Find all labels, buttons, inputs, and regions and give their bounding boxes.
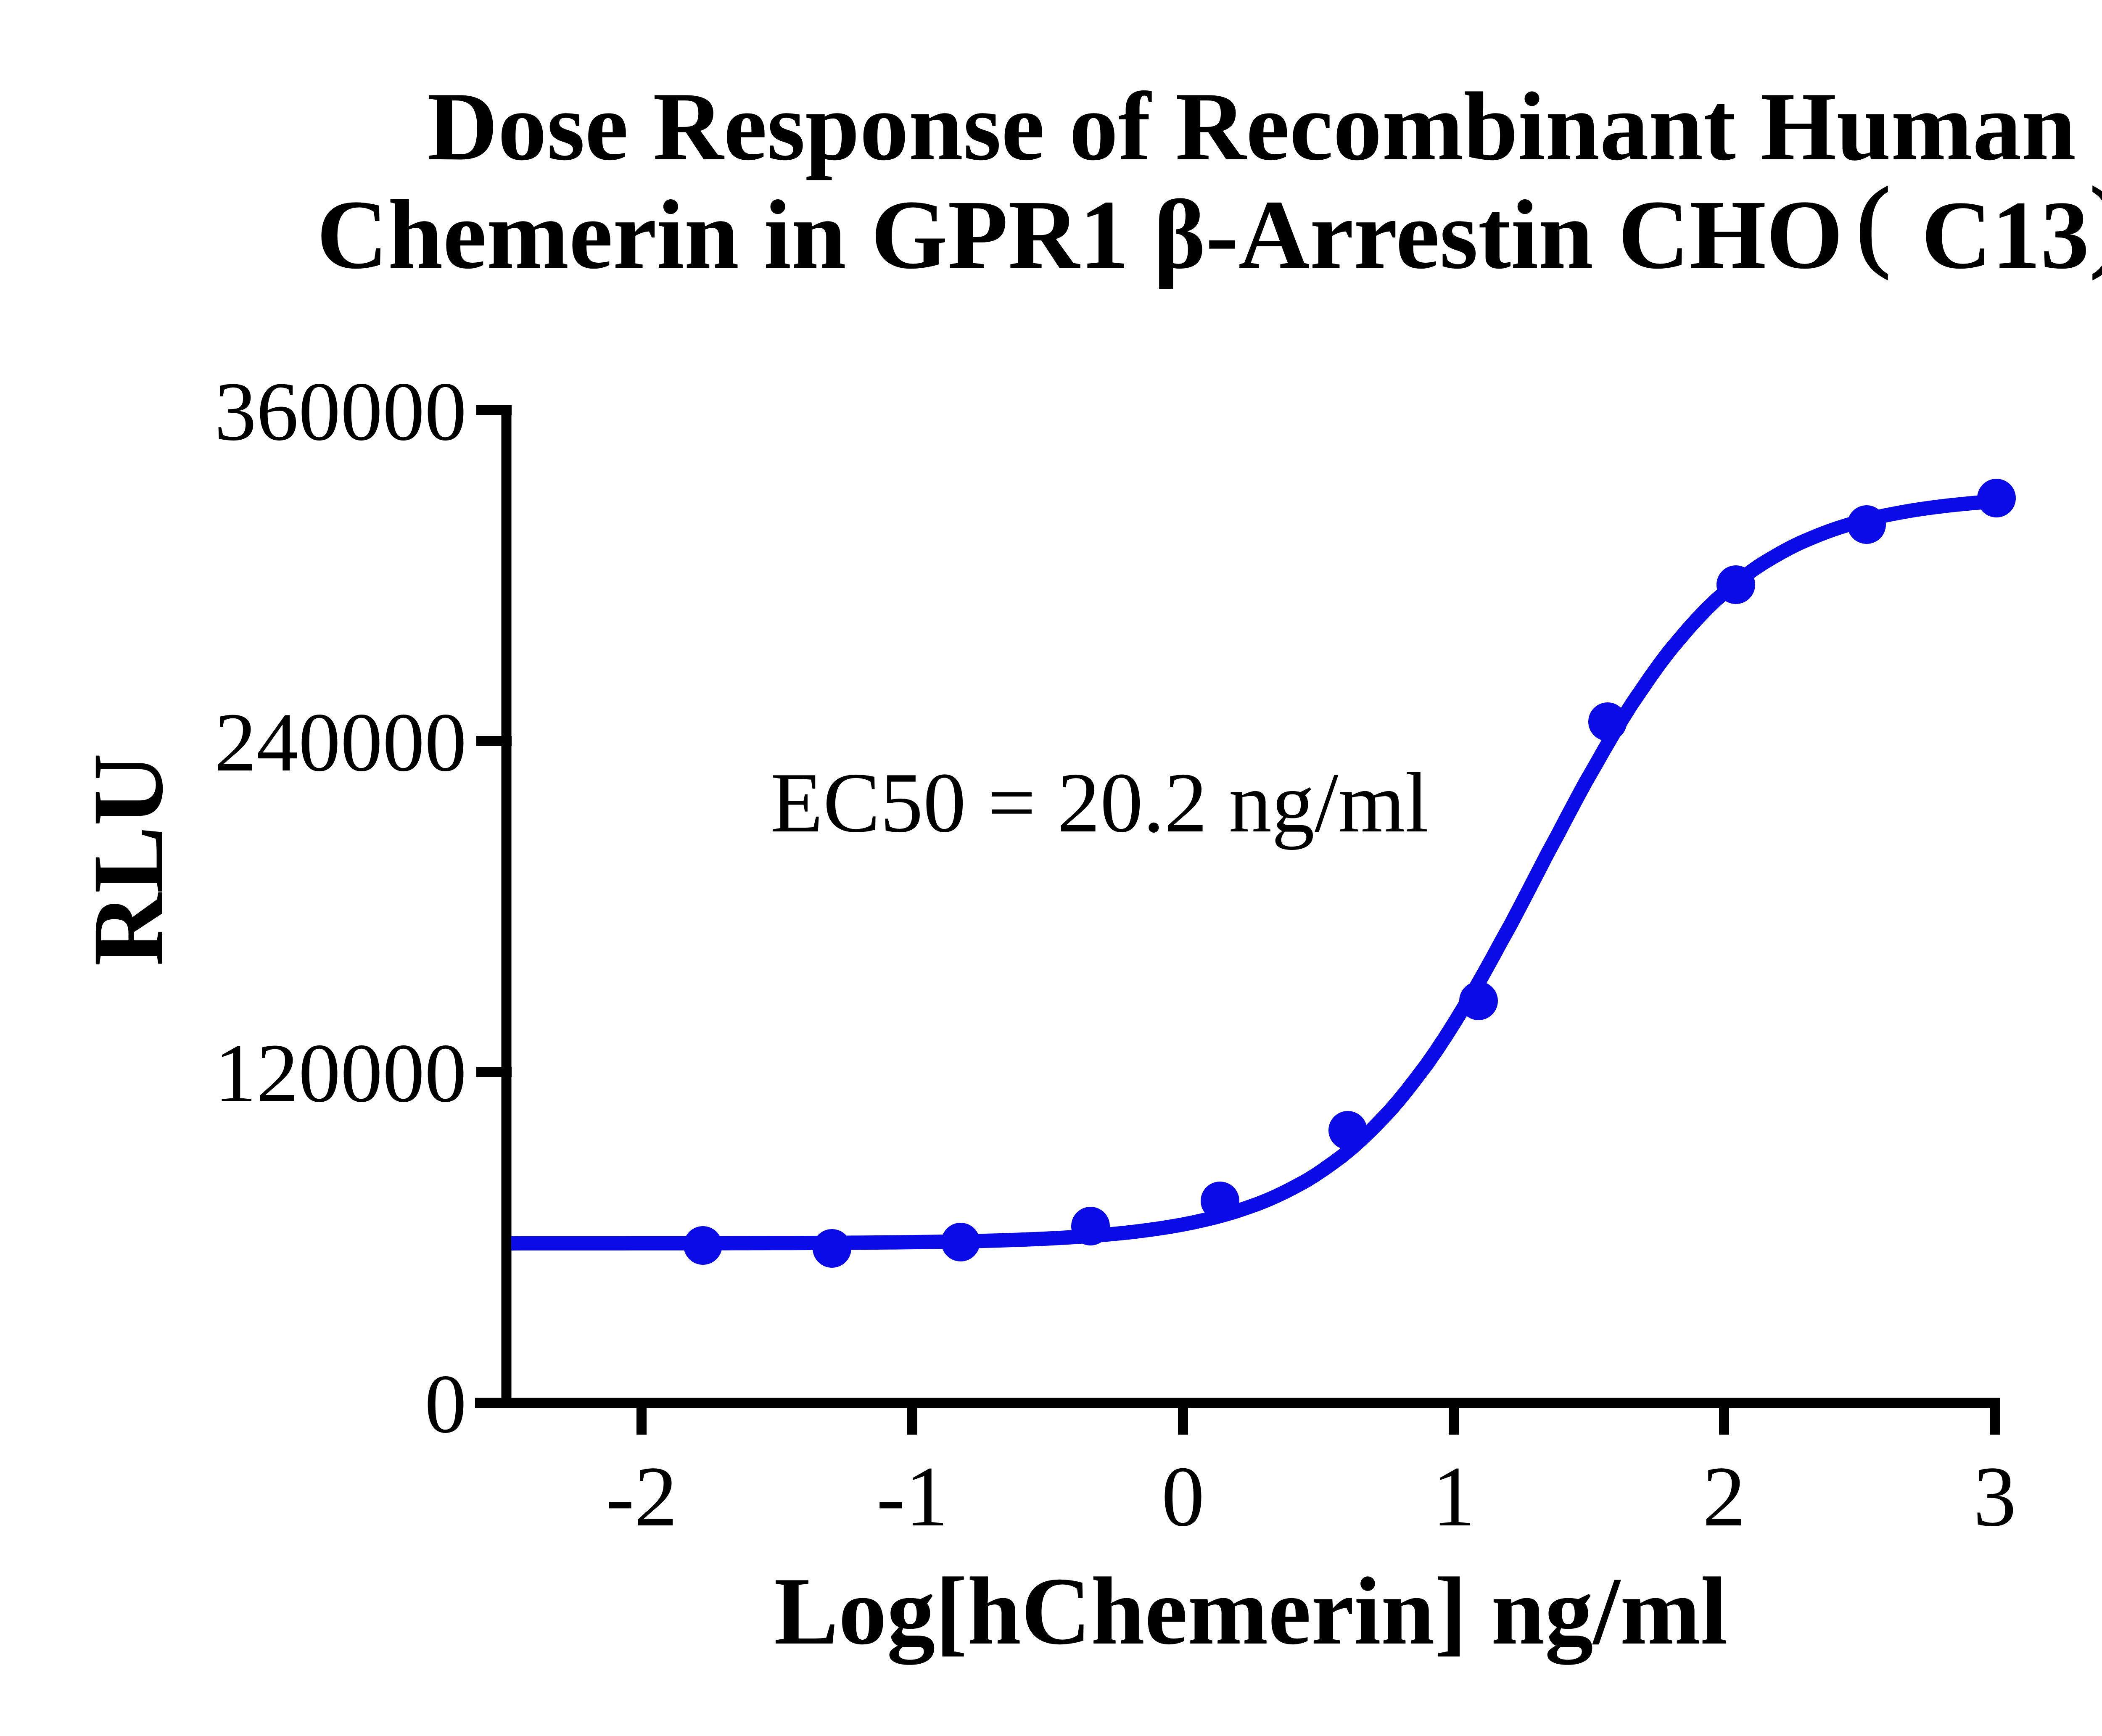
svg-text:Chemerin in GPR1 β-Arrestin CH: Chemerin in GPR1 β-Arrestin CHO [317,180,1843,289]
svg-text:-1: -1 [877,1449,948,1544]
svg-text:Log[hChemerin] ng/ml: Log[hChemerin] ng/ml [774,1557,1727,1665]
svg-text:2: 2 [1703,1449,1746,1544]
svg-text:1: 1 [1432,1449,1476,1544]
svg-text:240000: 240000 [214,696,467,789]
svg-text:RLU: RLU [72,753,184,966]
svg-text:0: 0 [1162,1449,1205,1544]
svg-text:C13: C13 [1921,181,2089,289]
svg-text:120000: 120000 [214,1027,467,1120]
svg-text:Dose Response of Recombinant H: Dose Response of Recombinant Human [427,72,2076,181]
svg-text:(: ( [1856,167,1890,279]
svg-text:360000: 360000 [214,365,467,458]
svg-text:0: 0 [425,1358,467,1451]
svg-text:-2: -2 [606,1449,678,1544]
svg-text:EC50 = 20.2 ng/ml: EC50 = 20.2 ng/ml [771,755,1429,850]
svg-text:): ) [2090,167,2102,279]
svg-text:3: 3 [1973,1449,2017,1544]
